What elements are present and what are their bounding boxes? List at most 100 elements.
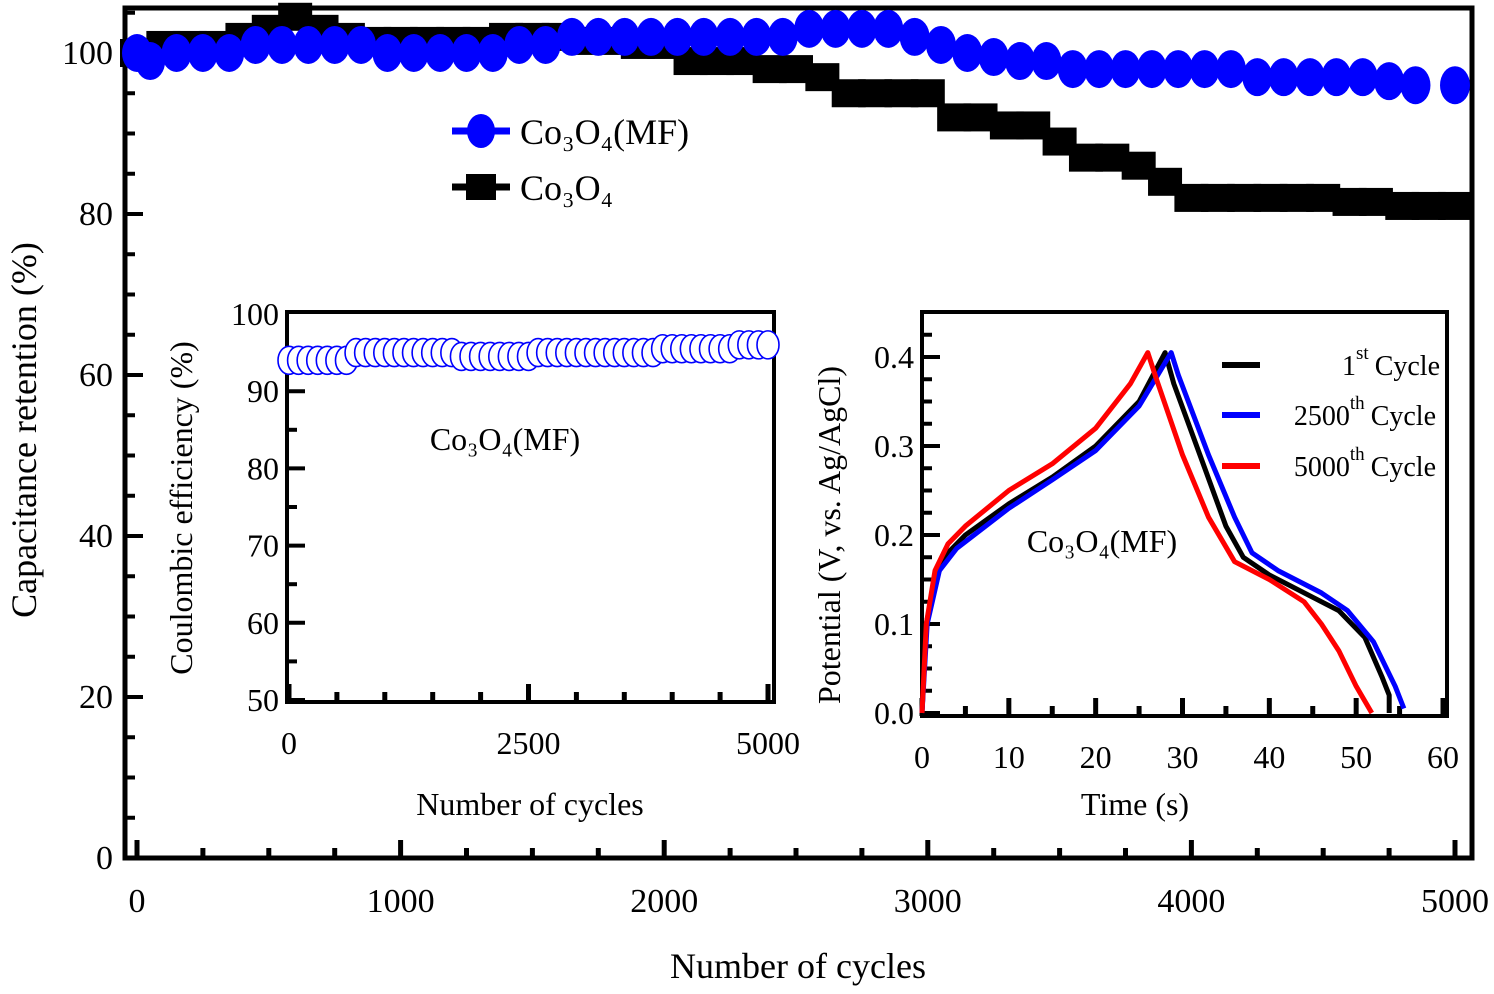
gcd-curve-1 bbox=[919, 350, 1392, 714]
x-tick-label: 20 bbox=[1080, 739, 1112, 775]
co3o4-mf-point bbox=[504, 25, 535, 64]
y-tick-label: 80 bbox=[247, 450, 279, 486]
gcd-curve-5000 bbox=[919, 350, 1374, 715]
co3o4-mf-point bbox=[846, 9, 877, 48]
legend: Co₃O₄(MF) Co₃O₄ bbox=[452, 112, 689, 208]
x-tick-label: 10 bbox=[993, 739, 1025, 775]
plot-frame bbox=[285, 310, 776, 704]
legend-num: 1 bbox=[1342, 351, 1356, 382]
y-tick-label: 60 bbox=[247, 605, 279, 641]
co3o4-mf-point bbox=[1268, 58, 1299, 97]
co3o4-mf-point bbox=[530, 25, 561, 64]
co3o4-mf-point bbox=[451, 34, 482, 72]
co3o4-mf-point bbox=[398, 34, 429, 72]
co3o4-mf-point bbox=[1215, 50, 1246, 89]
co3o4-mf-point bbox=[688, 17, 719, 56]
x-tick-label: 0 bbox=[281, 725, 297, 761]
co3o4-mf-point bbox=[1110, 50, 1141, 89]
co3o4-mf-point bbox=[1347, 58, 1378, 97]
legend-marker-co3o4 bbox=[466, 174, 496, 200]
co3o4-mf-point bbox=[1057, 50, 1088, 89]
legend-num: 2500 bbox=[1294, 401, 1350, 432]
co3o4-point bbox=[910, 79, 945, 108]
plot-frame bbox=[920, 310, 1449, 718]
co3o4-mf-point bbox=[1242, 58, 1273, 97]
y-tick-label: 0.2 bbox=[874, 517, 914, 553]
gcd-curve-2500 bbox=[919, 350, 1407, 714]
x-tick-label: 3000 bbox=[894, 883, 962, 920]
legend-label-co3o4: Co₃O₄ bbox=[520, 168, 613, 208]
y-tick-label: 100 bbox=[231, 296, 279, 332]
co3o4-mf-point bbox=[873, 9, 904, 48]
x-axis-label: Number of cycles bbox=[670, 946, 926, 986]
legend-sup: th bbox=[1350, 444, 1365, 465]
y-tick-label: 0 bbox=[96, 840, 113, 877]
co3o4-mf-point bbox=[978, 38, 1009, 77]
co3o4-mf-point bbox=[161, 34, 192, 72]
co3o4-mf-point bbox=[556, 17, 587, 56]
co3o4-mf-point bbox=[767, 17, 798, 56]
x-tick-label: 2500 bbox=[497, 725, 561, 761]
co3o4-mf-point bbox=[794, 9, 825, 48]
co3o4-mf-point bbox=[135, 42, 166, 81]
co3o4-mf-point bbox=[1163, 50, 1194, 89]
co3o4-mf-point bbox=[293, 25, 324, 64]
co3o4-mf-point bbox=[1374, 62, 1405, 101]
co3o4-mf-point bbox=[715, 17, 746, 56]
co3o4-point bbox=[1438, 191, 1472, 220]
co3o4-mf-point bbox=[214, 34, 245, 72]
y-tick-label: 80 bbox=[79, 196, 113, 233]
legend-label-co3o4-mf: Co₃O₄(MF) bbox=[520, 112, 689, 152]
x-tick-label: 0 bbox=[129, 883, 146, 920]
co3o4-mf-point bbox=[1136, 50, 1167, 89]
y-tick-label: 0.1 bbox=[874, 606, 914, 642]
inset-title: Co₃O₄(MF) bbox=[1027, 523, 1177, 559]
y-tick-label: 60 bbox=[79, 357, 113, 394]
y-tick-label: 50 bbox=[247, 682, 279, 718]
x-axis-label: Number of cycles bbox=[416, 786, 643, 822]
x-tick-label: 60 bbox=[1427, 739, 1459, 775]
y-axis-label: Capacitance retention (%) bbox=[4, 242, 44, 618]
co3o4-mf-point bbox=[425, 34, 456, 72]
y-tick-label: 0.0 bbox=[874, 695, 914, 731]
legend-label: 2500th Cycle bbox=[1294, 393, 1436, 432]
co3o4-mf-point bbox=[346, 25, 377, 64]
y-tick-label: 0.3 bbox=[874, 428, 914, 464]
x-tick-label: 2000 bbox=[630, 883, 698, 920]
legend-label: 5000th Cycle bbox=[1294, 444, 1436, 483]
legend-label: 1st Cycle bbox=[1342, 343, 1440, 382]
co3o4-mf-point bbox=[925, 25, 956, 64]
panel-gcd-inset: 0 10 20 30 40 50 60 0.0 0.1 0.2 0.3 0.4 Time (s) Pote… bbox=[811, 310, 1459, 822]
co3o4-mf-point bbox=[741, 17, 772, 56]
x-axis-label: Time (s) bbox=[1081, 786, 1189, 822]
y-tick-label: 0.4 bbox=[874, 339, 914, 375]
co3o4-mf-point bbox=[952, 34, 983, 72]
inset-title: Co₃O₄(MF) bbox=[430, 421, 580, 457]
co3o4-mf-point bbox=[240, 25, 271, 64]
x-tick-label: 50 bbox=[1340, 739, 1372, 775]
x-tick-label: 5000 bbox=[1421, 883, 1489, 920]
co3o4-mf-point bbox=[266, 25, 297, 64]
coulombic-point bbox=[756, 330, 780, 360]
co3o4-mf-point bbox=[899, 17, 930, 56]
x-tick-label: 30 bbox=[1167, 739, 1199, 775]
co3o4-mf-point bbox=[372, 34, 403, 72]
legend-sup: st bbox=[1356, 343, 1369, 364]
co3o4-mf-point bbox=[1031, 42, 1062, 81]
y-tick-label: 100 bbox=[62, 35, 113, 72]
legend: 1st Cycle 2500th Cycle 5000th Cycle bbox=[1222, 343, 1440, 483]
y-tick-label: 40 bbox=[79, 518, 113, 555]
x-tick-label: 5000 bbox=[736, 725, 800, 761]
legend-sup: th bbox=[1350, 393, 1365, 414]
y-axis-label: Coulombic efficiency (%) bbox=[163, 341, 199, 675]
co3o4-mf-point bbox=[1005, 42, 1036, 81]
co3o4-mf-point bbox=[1084, 50, 1115, 89]
y-tick-label: 70 bbox=[247, 528, 279, 564]
x-tick-label: 1000 bbox=[367, 883, 435, 920]
legend-marker-co3o4-mf bbox=[467, 114, 495, 148]
co3o4-mf-point bbox=[1295, 58, 1326, 97]
x-tick-label: 0 bbox=[914, 739, 930, 775]
co3o4-mf-point bbox=[319, 25, 350, 64]
legend-text: Cycle bbox=[1371, 401, 1436, 432]
